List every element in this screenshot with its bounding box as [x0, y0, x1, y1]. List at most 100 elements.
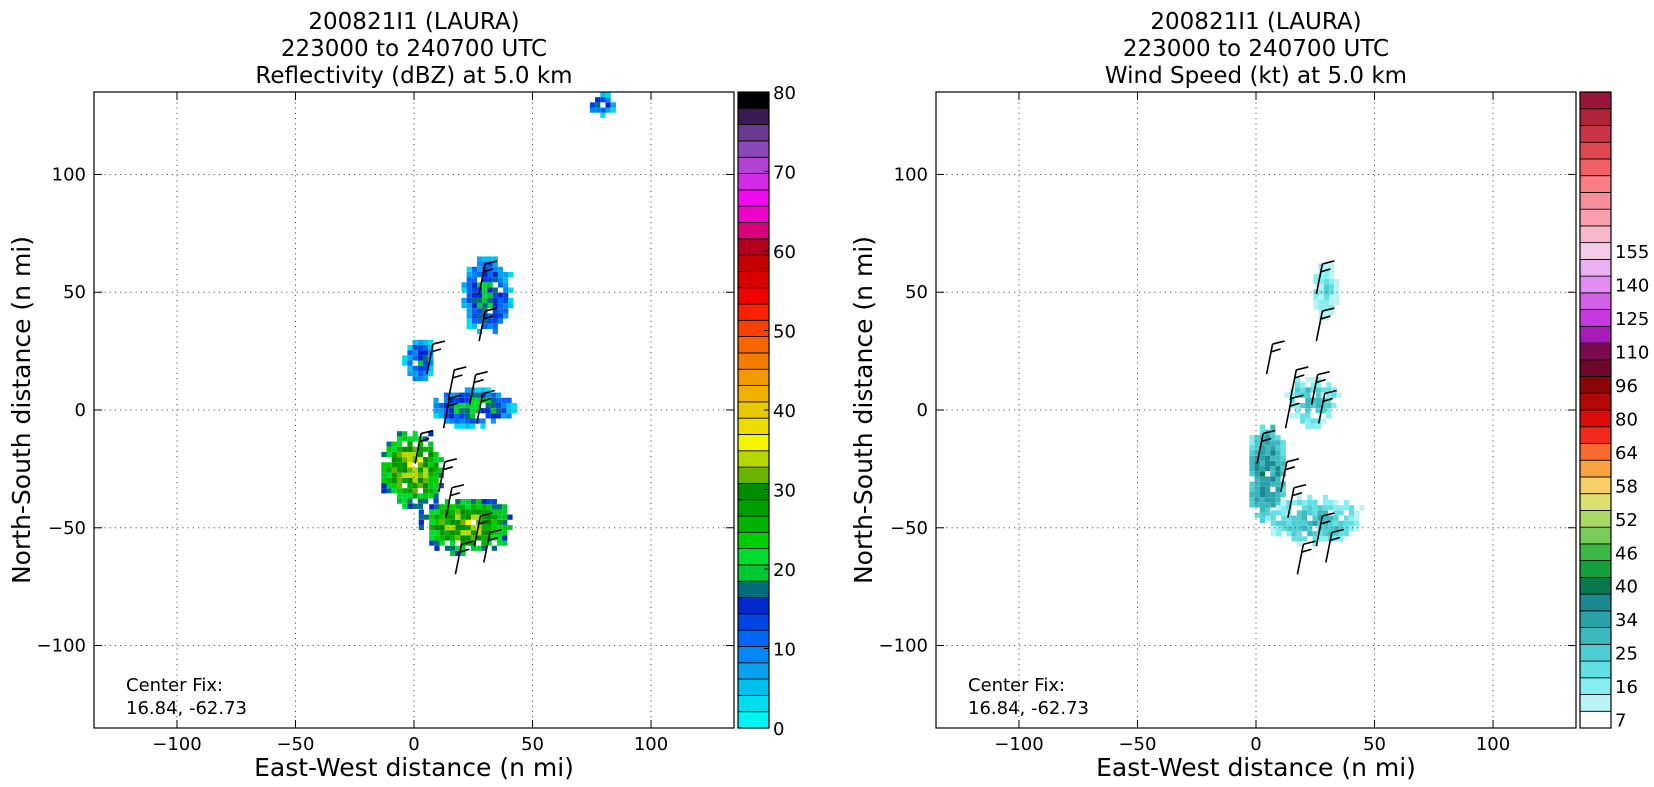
echo-cell — [433, 451, 439, 458]
echo-cell — [418, 509, 424, 515]
echo-cell — [491, 499, 497, 505]
echo-cell — [423, 350, 429, 356]
echo-cell — [469, 413, 476, 419]
echo-cell — [434, 540, 440, 546]
echo-cell — [407, 355, 413, 361]
wind-cell — [1291, 536, 1297, 542]
echo-cell — [428, 488, 434, 494]
echo-cell — [466, 266, 472, 272]
echo-cell — [487, 277, 493, 283]
echo-cell — [475, 408, 481, 414]
wind-cell — [1291, 499, 1297, 506]
echo-cell — [402, 446, 408, 452]
echo-cell — [491, 524, 497, 531]
echo-cell — [386, 483, 392, 489]
echo-cell — [482, 297, 488, 304]
wind-cell — [1305, 423, 1311, 429]
wind-cell — [1280, 481, 1286, 487]
echo-cell — [438, 408, 444, 414]
wind-cell — [1270, 502, 1276, 508]
echo-cell — [477, 271, 483, 278]
echo-cell — [496, 392, 502, 398]
echo-cell — [417, 493, 424, 499]
wind-cell — [1305, 397, 1311, 403]
echo-cell — [407, 344, 413, 351]
y-axis-label: North-South distance (n mi) — [849, 236, 878, 584]
colorbar-bin — [737, 482, 770, 501]
wind-cell — [1301, 520, 1308, 526]
panel-title-line-3: Wind Speed (kt) at 5.0 km — [1105, 63, 1407, 89]
echo-cell — [381, 462, 387, 468]
echo-cell — [487, 297, 493, 304]
colorbar-tick-label: 52 — [1615, 510, 1638, 531]
echo-cell — [381, 472, 387, 478]
wind-cell — [1333, 499, 1339, 506]
echo-cell — [502, 514, 508, 520]
colorbar-bin — [1579, 208, 1612, 227]
echo-cell — [471, 303, 478, 309]
echo-cell — [459, 418, 465, 424]
echo-cell — [496, 397, 502, 403]
wind-cell — [1348, 520, 1355, 526]
echo-cell — [407, 436, 413, 442]
colorbar-bin — [1579, 660, 1612, 679]
wind-cell — [1281, 520, 1287, 526]
echo-cell — [496, 524, 503, 531]
echo-cell — [402, 467, 408, 473]
wind-cell — [1323, 279, 1330, 285]
echo-cell — [497, 271, 504, 278]
echo-cell — [434, 504, 440, 510]
wind-cell — [1296, 541, 1302, 547]
echo-cell — [391, 457, 397, 463]
echo-cell — [476, 504, 482, 510]
colorbar-bin — [737, 238, 770, 256]
echo-cell — [450, 514, 456, 520]
wind-cell — [1296, 525, 1302, 532]
echo-cell — [428, 365, 434, 371]
echo-cell — [466, 313, 472, 319]
colorbar-tick-label: 0 — [773, 719, 784, 740]
echo-cell — [497, 297, 504, 304]
wind-cell — [1305, 377, 1311, 383]
echo-cell — [600, 107, 606, 113]
wind-cell — [1305, 392, 1311, 398]
echo-cell — [506, 397, 512, 403]
echo-cell — [459, 408, 465, 414]
echo-cell — [423, 355, 429, 361]
echo-cell — [450, 545, 456, 551]
wind-cell — [1315, 387, 1321, 393]
echo-cell — [381, 451, 387, 458]
wind-cell — [1354, 515, 1360, 521]
echo-cell — [428, 344, 434, 351]
wind-cell — [1323, 299, 1330, 305]
wind-cell — [1326, 413, 1332, 419]
wind-barb — [468, 370, 488, 405]
wind-cell — [1312, 520, 1318, 526]
echo-cell — [417, 462, 424, 468]
echo-cell — [455, 550, 461, 557]
echo-cell — [482, 271, 488, 278]
echo-cell — [497, 318, 504, 324]
echo-cell — [460, 545, 466, 551]
wind-cell — [1289, 392, 1295, 398]
wind-cell — [1275, 471, 1281, 477]
wind-cell — [1259, 471, 1266, 477]
y-tick-label: 50 — [63, 282, 86, 303]
echo-cell — [507, 514, 513, 520]
echo-cell — [402, 451, 408, 458]
echo-cell — [469, 418, 476, 424]
echo-cell — [476, 535, 482, 541]
wind-cell — [1259, 481, 1266, 487]
echo-cell — [407, 462, 413, 468]
echo-cell — [423, 457, 429, 463]
wind-cell — [1281, 515, 1287, 521]
echo-cell — [402, 462, 408, 468]
echo-cell — [407, 457, 413, 463]
wind-cell — [1328, 499, 1334, 506]
colorbar-tick-label: 140 — [1615, 275, 1649, 296]
echo-cell — [417, 498, 424, 504]
wind-cell — [1249, 471, 1255, 477]
wind-cell — [1270, 520, 1276, 526]
wind-cell — [1301, 505, 1308, 511]
wind-cell — [1280, 455, 1286, 461]
